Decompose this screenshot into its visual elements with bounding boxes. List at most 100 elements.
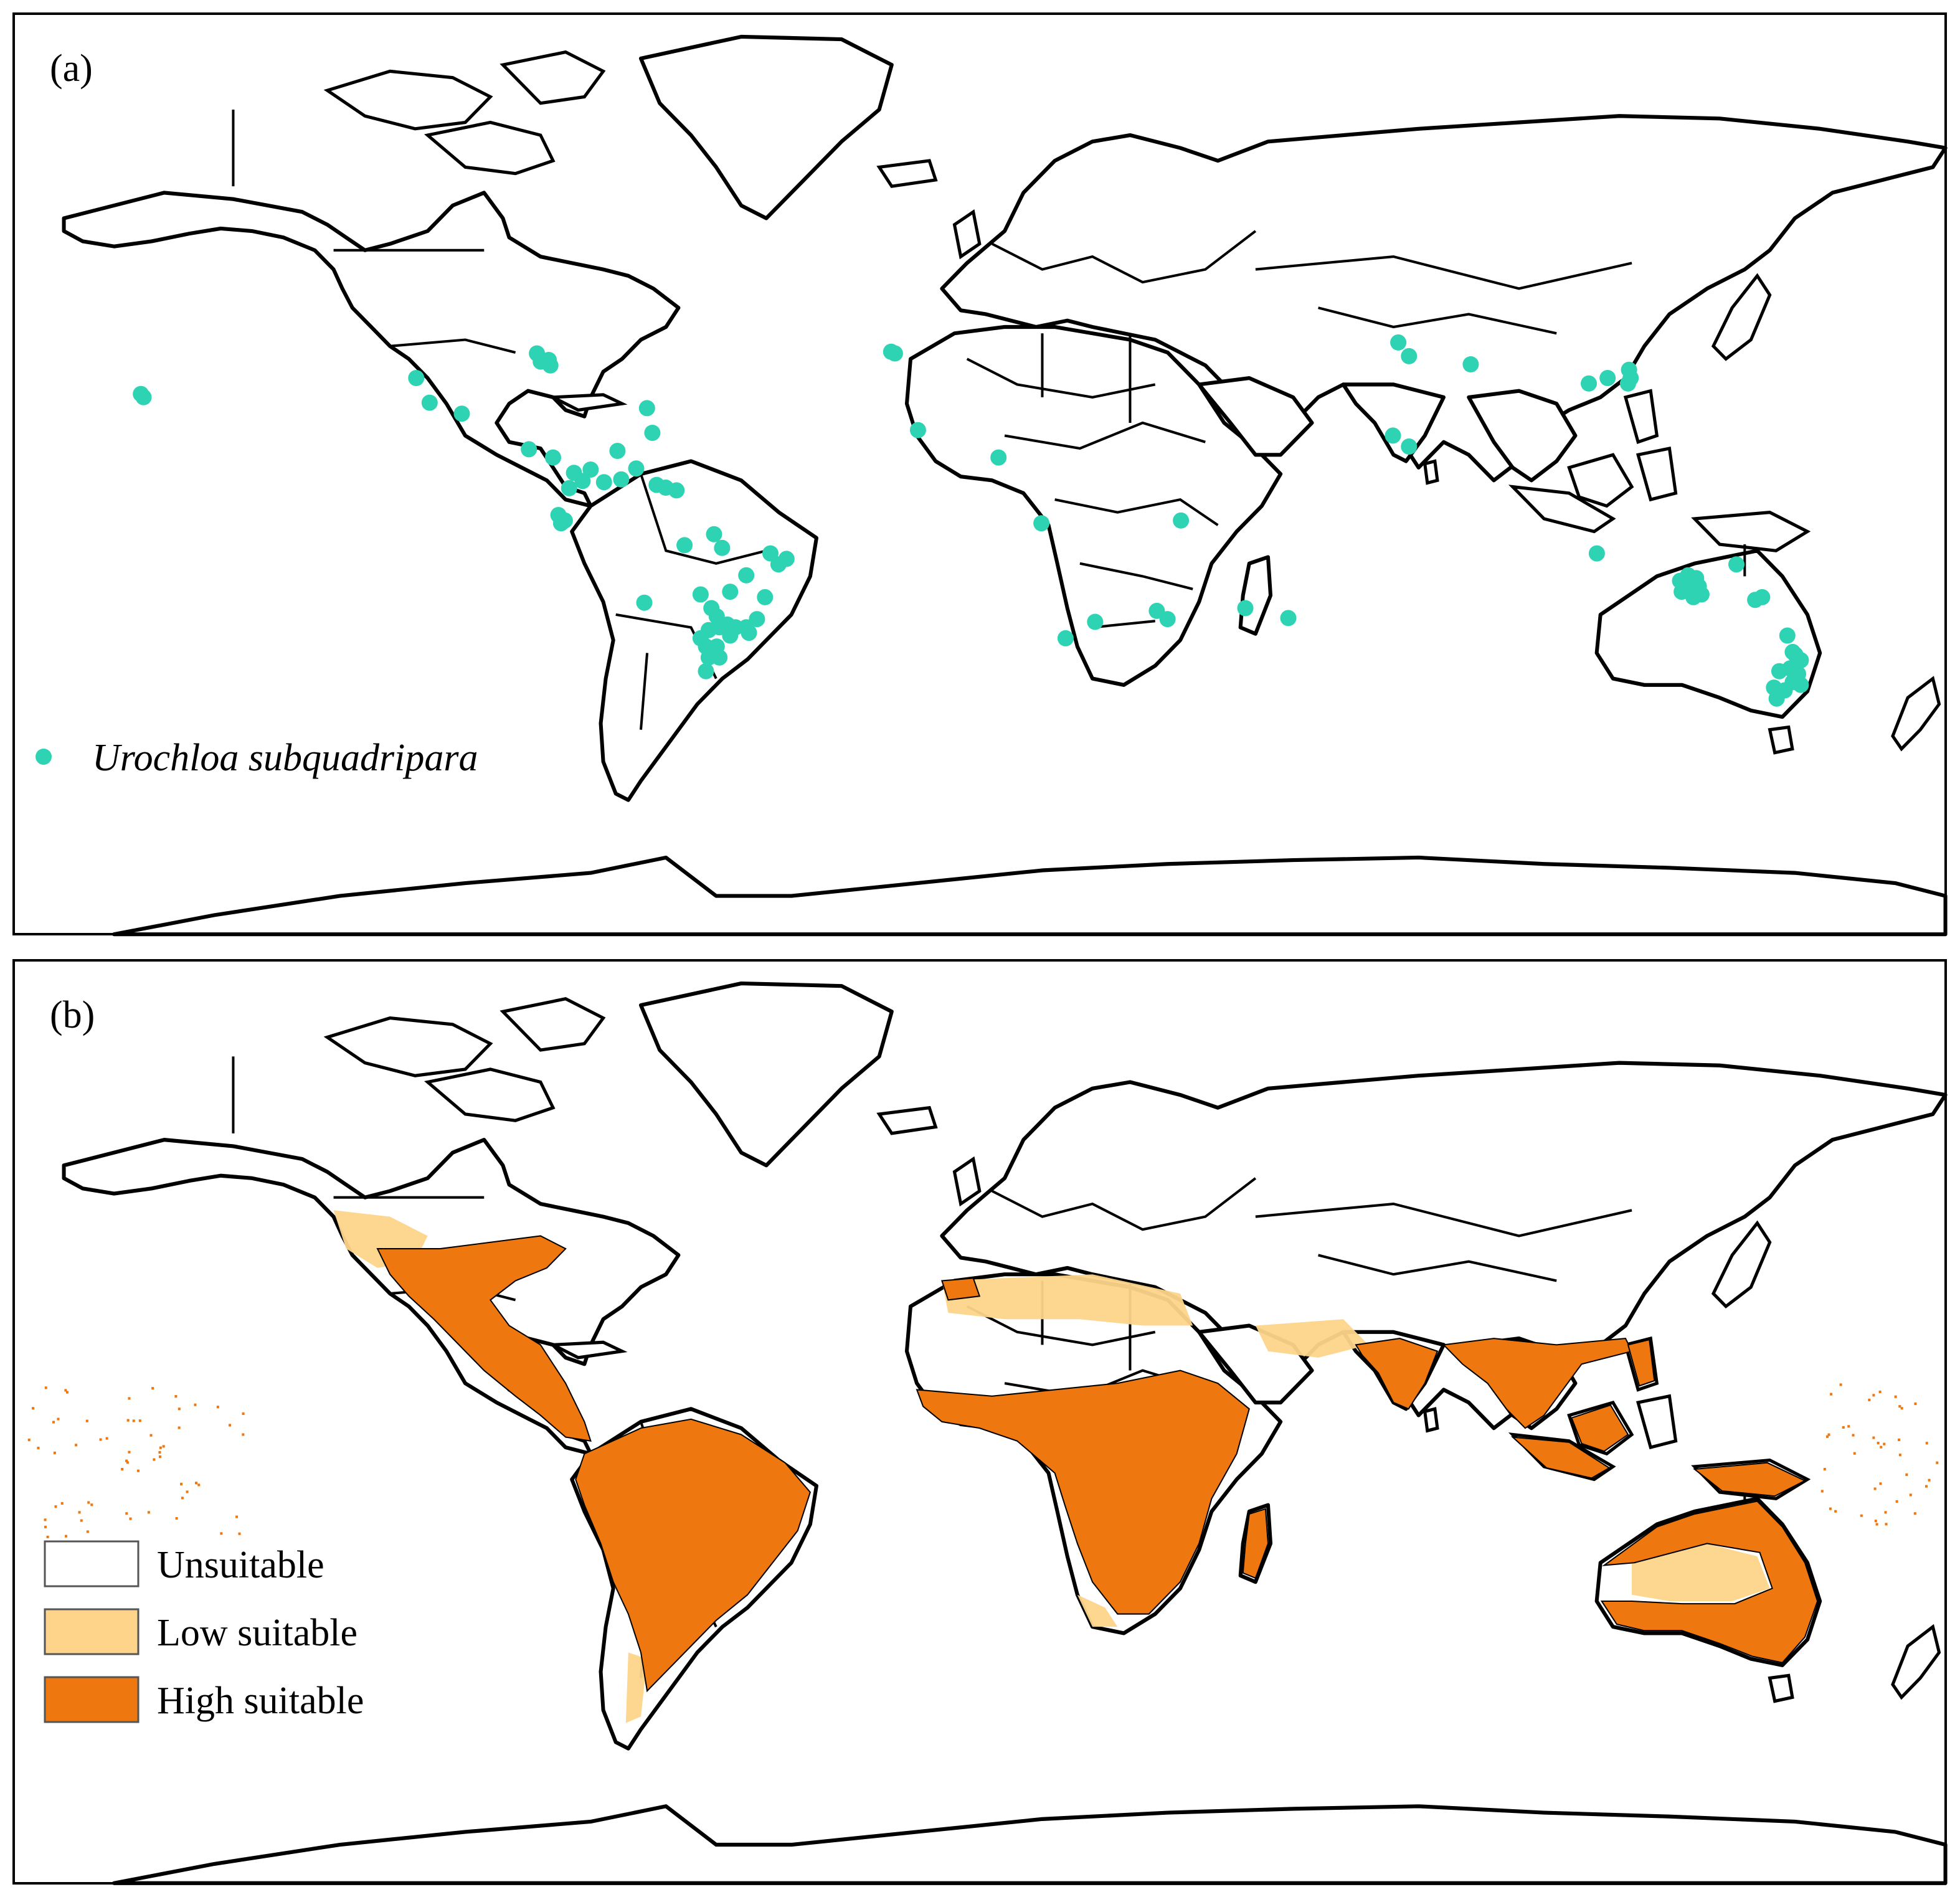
island-speck: [1879, 1482, 1882, 1485]
island-speck: [1852, 1434, 1855, 1437]
island-speck: [1894, 1395, 1897, 1398]
island-speck: [1877, 1441, 1880, 1445]
legend-swatch-unsuitable: [44, 1540, 140, 1587]
island-speck: [1853, 1452, 1856, 1455]
island-speck: [153, 1458, 156, 1461]
island-speck: [1826, 1435, 1829, 1438]
occurrence-point: [1087, 613, 1104, 630]
panel-a-legend: Urochloa subquadripara: [36, 737, 478, 779]
occurrence-point: [1779, 627, 1796, 644]
island-speck: [1883, 1442, 1886, 1445]
legend-species-name: Urochloa subquadripara: [92, 737, 478, 779]
occurrence-point: [1390, 334, 1407, 351]
island-speck: [1847, 1425, 1850, 1428]
island-speck: [1830, 1393, 1833, 1396]
occurrence-points: [133, 334, 1809, 707]
occurrence-point: [706, 526, 722, 542]
island-speck: [216, 1406, 219, 1409]
island-speck: [147, 1511, 150, 1514]
island-speck: [178, 1407, 181, 1411]
occurrence-point: [1728, 556, 1745, 573]
panel-b-map: [27, 983, 1946, 1883]
panel-a: (a) Urochloa subquadripara: [12, 12, 1946, 934]
occurrence-point: [636, 594, 653, 611]
occurrence-point: [1588, 545, 1605, 562]
island-speck: [65, 1391, 69, 1394]
occurrence-point: [408, 370, 425, 386]
occurrence-point: [1401, 348, 1418, 364]
island-speck: [1839, 1383, 1842, 1386]
island-speck: [242, 1433, 245, 1436]
island-speck: [128, 1450, 131, 1454]
occurrence-point: [628, 460, 645, 477]
island-speck: [60, 1502, 64, 1505]
island-speck: [37, 1447, 40, 1450]
island-speck: [1924, 1485, 1928, 1488]
occurrence-point: [609, 443, 626, 459]
island-specks: [27, 1383, 1939, 1538]
panel-b: (b) Unsuitable Low suitable High suitabl…: [12, 959, 1946, 1883]
occurrence-point: [1581, 375, 1597, 392]
island-speck: [1898, 1438, 1901, 1441]
occurrence-point: [644, 425, 661, 441]
island-speck: [1885, 1523, 1888, 1526]
occurrence-point: [421, 394, 438, 411]
island-speck: [159, 1455, 162, 1459]
island-speck: [159, 1446, 162, 1449]
occurrence-point: [676, 537, 693, 554]
occurrence-point: [990, 449, 1007, 466]
island-speck: [132, 1419, 135, 1422]
island-speck: [1875, 1523, 1878, 1526]
legend-point-marker: [36, 749, 52, 765]
island-speck: [136, 1469, 140, 1472]
island-speck: [242, 1412, 245, 1415]
island-speck: [1936, 1461, 1939, 1464]
island-speck: [87, 1501, 90, 1504]
occurrence-point: [453, 405, 470, 422]
occurrence-point: [909, 422, 926, 438]
panel-a-label: (a): [50, 47, 93, 90]
island-speck: [86, 1530, 89, 1533]
legend-label-high-suitable: High suitable: [157, 1680, 364, 1722]
occurrence-point: [1747, 592, 1764, 608]
island-speck: [197, 1483, 201, 1487]
island-speck: [1900, 1407, 1903, 1410]
island-speck: [125, 1512, 128, 1515]
occurrence-point: [1462, 356, 1479, 372]
island-speck: [85, 1419, 88, 1422]
occurrence-point: [1385, 427, 1401, 444]
island-speck: [181, 1497, 184, 1500]
occurrence-point: [1771, 663, 1787, 679]
island-speck: [1898, 1405, 1901, 1408]
island-speck: [162, 1445, 165, 1448]
island-speck: [121, 1467, 124, 1471]
island-speck: [1868, 1398, 1871, 1401]
island-speck: [105, 1437, 108, 1440]
occurrence-point: [521, 441, 537, 458]
island-speck: [178, 1426, 181, 1429]
legend-swatch-high-suitable: [44, 1676, 140, 1723]
island-speck: [1898, 1454, 1901, 1457]
occurrence-point: [613, 471, 630, 488]
island-speck: [1834, 1510, 1837, 1513]
low-suitable-areas: [333, 1210, 1770, 1723]
island-speck: [220, 1532, 223, 1535]
occurrence-point: [545, 449, 561, 466]
island-speck: [175, 1516, 178, 1520]
island-speck: [1874, 1520, 1877, 1523]
panel-b-legend: Unsuitable Low suitable High suitable: [44, 1540, 364, 1723]
island-speck: [1860, 1514, 1863, 1517]
occurrence-point: [711, 649, 728, 666]
island-speck: [44, 1386, 47, 1389]
occurrence-point: [1173, 512, 1190, 529]
occurrence-point: [722, 584, 739, 600]
island-speck: [151, 1387, 154, 1390]
island-speck: [180, 1482, 183, 1485]
island-speck: [1872, 1394, 1875, 1397]
island-speck: [1884, 1511, 1887, 1514]
island-speck: [1925, 1442, 1928, 1445]
occurrence-point: [1685, 589, 1702, 605]
occurrence-point: [1033, 515, 1050, 532]
island-speck: [78, 1511, 81, 1514]
